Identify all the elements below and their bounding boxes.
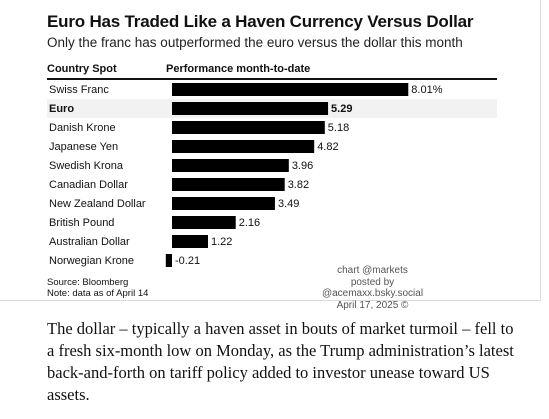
panel-border-bottom (0, 300, 541, 301)
category-label: Swedish Krona (49, 160, 124, 172)
bar (165, 254, 172, 267)
category-label: Swiss Franc (49, 84, 109, 96)
value-label: -0.21 (175, 255, 200, 267)
chart-panel: Euro Has Traded Like a Haven Currency Ve… (0, 0, 541, 311)
bar (172, 140, 315, 153)
column-header-country: Country Spot (47, 63, 117, 75)
value-label: 3.82 (288, 179, 309, 191)
value-label: 1.22 (211, 236, 232, 248)
chart-footer: Source: Bloomberg Note: data as of April… (47, 277, 148, 299)
value-label: 4.82 (317, 141, 338, 153)
bar (172, 83, 409, 96)
value-label: 3.49 (278, 198, 299, 210)
data-date-note: Note: data as of April 14 (47, 288, 149, 299)
bar (172, 197, 275, 210)
category-label: New Zealand Dollar (49, 198, 146, 210)
value-label: 8.01% (411, 84, 442, 96)
category-label: Canadian Dollar (49, 179, 128, 191)
credit-line-1: chart @markets (337, 265, 408, 276)
article-paragraph: The dollar – typically a haven asset in … (47, 319, 514, 404)
chart-title: Euro Has Traded Like a Haven Currency Ve… (47, 12, 474, 31)
value-label: 5.18 (328, 122, 349, 134)
credit-line-2: posted by @acemaxx.bsky.social (321, 276, 424, 300)
bar-chart: Swiss Franc 8.01% Euro 5.29 Danish Krone 5.18… (47, 83, 497, 267)
category-label: Norwegian Krone (49, 255, 134, 267)
value-label: 5.29 (331, 103, 352, 115)
bar (172, 121, 325, 134)
panel-border-right (540, 0, 541, 300)
column-header-performance: Performance month-to-date (166, 63, 311, 75)
category-label: Japanese Yen (49, 141, 118, 153)
header-rule (47, 78, 497, 80)
category-label: British Pound (49, 217, 114, 229)
credit-line-3: April 17, 2025 © (336, 299, 409, 311)
category-label: Euro (49, 103, 74, 115)
category-label: Australian Dollar (49, 236, 130, 248)
category-label: Danish Krone (49, 122, 116, 134)
bar (172, 159, 289, 172)
bar (172, 235, 208, 248)
bar (172, 216, 236, 229)
bar (172, 178, 285, 191)
chart-credit: chart @markets posted by @acemaxx.bsky.s… (300, 265, 445, 311)
bar (172, 102, 329, 115)
value-label: 2.16 (239, 217, 260, 229)
source-note: Source: Bloomberg (47, 277, 129, 288)
value-label: 3.96 (292, 160, 313, 172)
chart-subtitle: Only the franc has outperformed the euro… (47, 35, 463, 50)
